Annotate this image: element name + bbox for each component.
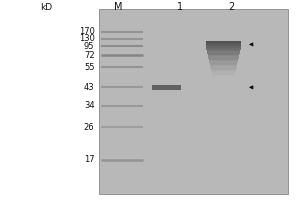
- Text: kD: kD: [40, 3, 52, 12]
- Text: 1: 1: [177, 2, 183, 12]
- Bar: [152, 85, 181, 90]
- Text: 170: 170: [79, 27, 94, 36]
- Text: 2: 2: [228, 2, 234, 12]
- Bar: [211, 69, 236, 70]
- Bar: [210, 65, 237, 66]
- Bar: [210, 64, 237, 65]
- Bar: [208, 53, 239, 54]
- Bar: [208, 54, 239, 55]
- Bar: [212, 74, 235, 75]
- Bar: [207, 53, 240, 54]
- Bar: [212, 75, 235, 76]
- Text: 95: 95: [84, 42, 94, 51]
- Bar: [210, 63, 237, 64]
- Bar: [208, 56, 239, 57]
- Bar: [210, 64, 237, 65]
- Bar: [206, 46, 241, 47]
- Text: M: M: [114, 2, 123, 12]
- Bar: [207, 52, 240, 53]
- Bar: [208, 58, 238, 59]
- Bar: [206, 43, 241, 44]
- Text: 130: 130: [79, 34, 94, 43]
- Bar: [211, 67, 236, 68]
- Text: 26: 26: [84, 123, 94, 132]
- Bar: [212, 73, 235, 74]
- Bar: [209, 59, 238, 60]
- Bar: [210, 66, 237, 67]
- Bar: [212, 73, 235, 74]
- Bar: [206, 45, 241, 46]
- Text: 17: 17: [84, 155, 94, 164]
- Bar: [206, 42, 241, 43]
- Text: 72: 72: [84, 51, 94, 60]
- Bar: [209, 60, 238, 61]
- Bar: [211, 69, 236, 70]
- Bar: [212, 72, 236, 73]
- Bar: [211, 68, 236, 69]
- Bar: [206, 41, 241, 42]
- Bar: [211, 70, 236, 71]
- Text: 34: 34: [84, 101, 94, 110]
- Bar: [206, 44, 241, 45]
- Bar: [206, 48, 241, 49]
- Bar: [207, 50, 240, 51]
- Bar: [206, 47, 241, 48]
- Bar: [206, 48, 241, 49]
- Bar: [207, 49, 240, 50]
- Bar: [99, 9, 288, 194]
- Bar: [208, 55, 239, 56]
- Text: 43: 43: [84, 83, 94, 92]
- Bar: [207, 51, 240, 52]
- Bar: [209, 62, 238, 63]
- Bar: [206, 49, 241, 50]
- Bar: [208, 58, 238, 59]
- Bar: [209, 59, 238, 60]
- Bar: [211, 68, 236, 69]
- Bar: [212, 74, 235, 75]
- Bar: [209, 63, 238, 64]
- Bar: [208, 54, 239, 55]
- Bar: [208, 57, 239, 58]
- Bar: [209, 61, 238, 62]
- Text: 55: 55: [84, 63, 94, 72]
- Bar: [211, 71, 236, 72]
